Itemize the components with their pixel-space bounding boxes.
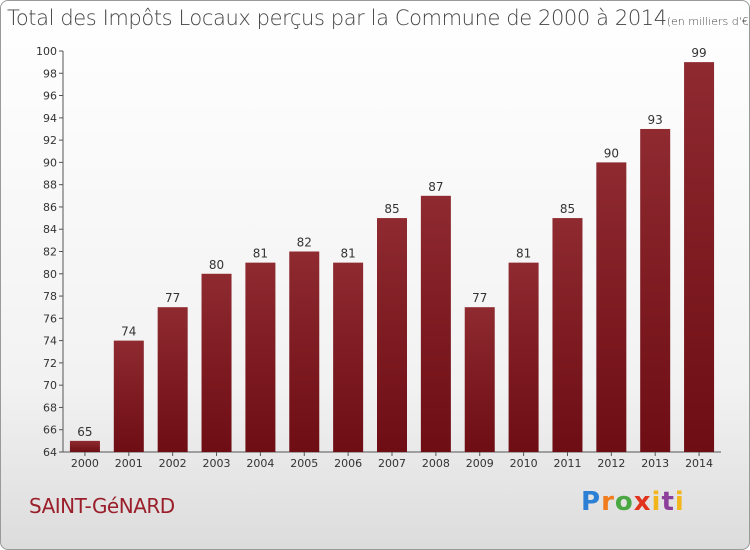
data-label: 90 bbox=[604, 146, 619, 160]
chart-title: Total des Impôts Locaux perçus par la Co… bbox=[7, 6, 750, 30]
data-label: 99 bbox=[691, 46, 706, 60]
logo-letter: P bbox=[581, 487, 602, 517]
y-tick-label: 72 bbox=[43, 357, 57, 370]
title-unit: (en milliers d'€) bbox=[666, 15, 750, 28]
x-tick-label: 2008 bbox=[422, 457, 450, 470]
x-tick-label: 2002 bbox=[159, 457, 187, 470]
y-tick-label: 96 bbox=[43, 90, 57, 103]
data-label: 93 bbox=[648, 113, 663, 127]
bar bbox=[113, 340, 144, 452]
y-tick-label: 80 bbox=[43, 268, 57, 281]
data-label: 80 bbox=[209, 258, 224, 272]
y-tick-label: 88 bbox=[43, 179, 57, 192]
x-tick-label: 2014 bbox=[685, 457, 713, 470]
bar bbox=[377, 218, 407, 452]
logo-letter: t bbox=[661, 487, 675, 517]
logo-letter: x bbox=[633, 487, 652, 517]
bar bbox=[596, 162, 627, 452]
bar bbox=[201, 273, 232, 452]
logo-letter: i bbox=[674, 487, 685, 517]
bar bbox=[640, 128, 671, 452]
y-tick-label: 64 bbox=[43, 446, 57, 459]
x-tick-label: 2007 bbox=[378, 457, 406, 470]
x-tick-label: 2013 bbox=[641, 457, 669, 470]
bar bbox=[464, 307, 495, 452]
y-tick-label: 94 bbox=[43, 112, 57, 125]
y-tick-label: 92 bbox=[43, 134, 57, 147]
data-label: 85 bbox=[560, 202, 575, 216]
y-tick-label: 90 bbox=[43, 156, 57, 169]
x-tick-label: 2011 bbox=[553, 457, 581, 470]
y-tick-label: 70 bbox=[43, 379, 57, 392]
y-tick-label: 76 bbox=[43, 312, 57, 325]
bar bbox=[289, 251, 320, 452]
y-tick-label: 98 bbox=[43, 67, 57, 80]
x-tick-label: 2010 bbox=[510, 457, 538, 470]
x-tick-label: 2003 bbox=[203, 457, 231, 470]
x-tick-label: 2006 bbox=[334, 457, 362, 470]
bar bbox=[420, 195, 451, 453]
x-tick-label: 2001 bbox=[115, 457, 143, 470]
logo-letter: i bbox=[651, 487, 662, 517]
bar bbox=[508, 262, 539, 452]
data-label: 77 bbox=[165, 291, 180, 305]
y-tick-label: 68 bbox=[43, 401, 57, 414]
data-label: 82 bbox=[297, 236, 312, 250]
data-label: 81 bbox=[253, 247, 268, 261]
data-label: 85 bbox=[384, 202, 399, 216]
x-tick-label: 2009 bbox=[466, 457, 494, 470]
x-tick-label: 2000 bbox=[71, 457, 99, 470]
y-tick-label: 66 bbox=[43, 424, 57, 437]
bar bbox=[333, 262, 364, 452]
bar bbox=[684, 62, 715, 453]
x-tick-label: 2005 bbox=[290, 457, 318, 470]
bar bbox=[157, 307, 188, 452]
data-label: 74 bbox=[121, 325, 136, 339]
x-tick-label: 2004 bbox=[246, 457, 274, 470]
data-label: 81 bbox=[516, 247, 531, 261]
data-label: 81 bbox=[340, 247, 355, 261]
proxiti-logo: Proxiti bbox=[581, 487, 685, 517]
commune-name: SAINT-GéNARD bbox=[29, 494, 175, 518]
logo-letter: r bbox=[601, 487, 615, 517]
data-label: 77 bbox=[472, 291, 487, 305]
bar bbox=[69, 440, 100, 452]
logo-letter: o bbox=[614, 487, 634, 517]
bar bbox=[245, 262, 276, 452]
y-tick-label: 82 bbox=[43, 246, 57, 259]
y-tick-label: 86 bbox=[43, 201, 57, 214]
data-label: 87 bbox=[428, 180, 443, 194]
title-text: Total des Impôts Locaux perçus par la Co… bbox=[7, 6, 667, 30]
y-tick-label: 100 bbox=[36, 45, 57, 58]
bar bbox=[552, 218, 583, 452]
x-tick-label: 2012 bbox=[597, 457, 625, 470]
data-label: 65 bbox=[77, 425, 92, 439]
y-tick-label: 84 bbox=[43, 223, 57, 236]
y-tick-label: 78 bbox=[43, 290, 57, 303]
y-tick-label: 74 bbox=[43, 335, 57, 348]
